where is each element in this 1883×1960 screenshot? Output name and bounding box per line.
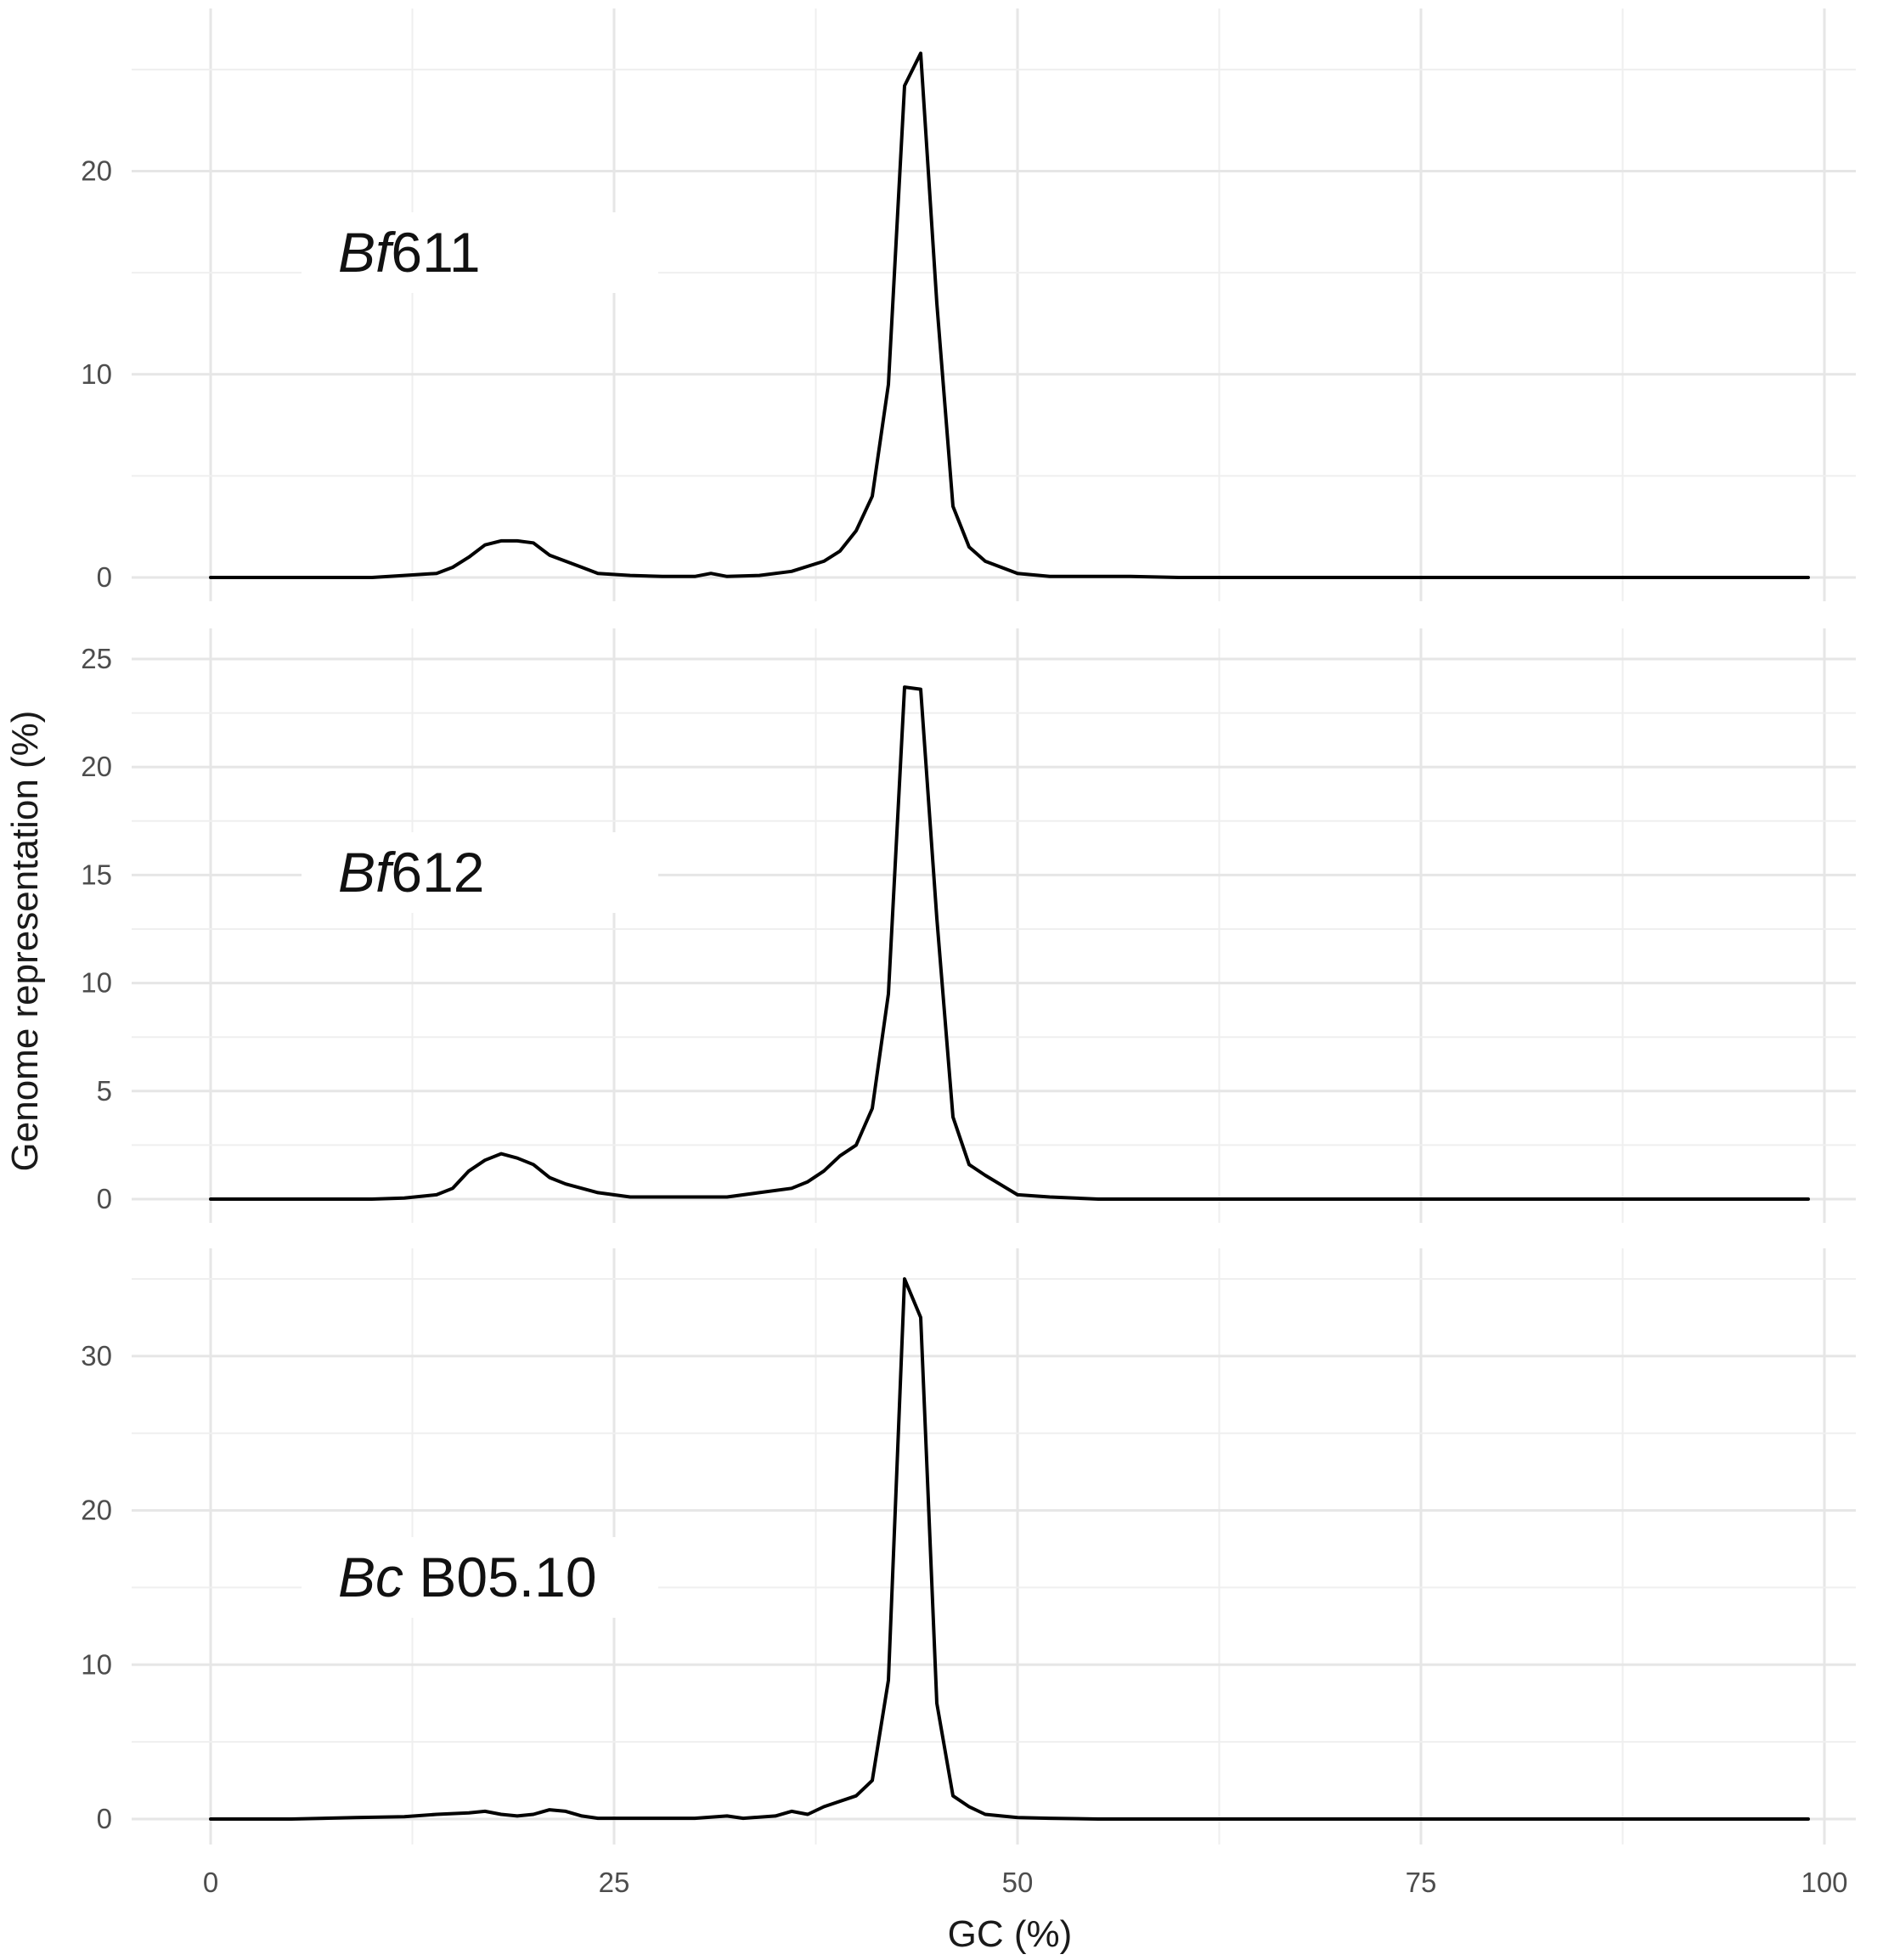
y-tick-label: 0 — [97, 561, 112, 593]
panel-1: 0 10 20 Bf611 — [81, 8, 1856, 601]
x-tick-label: 0 — [203, 1867, 218, 1898]
y-tick-label: 20 — [81, 155, 112, 187]
panel-label-rest: 611 — [391, 221, 480, 284]
y-tick-label: 30 — [81, 1340, 112, 1371]
panel-label-italic: Bc — [338, 1546, 403, 1608]
y-tick-label: 10 — [81, 1648, 112, 1680]
x-axis-title: GC (%) — [948, 1913, 1073, 1955]
gc-density-line — [209, 1277, 1810, 1821]
y-tick-label: 0 — [97, 1803, 112, 1834]
x-tick-label: 50 — [1002, 1867, 1034, 1898]
y-tick-label: 10 — [81, 358, 112, 390]
gc-density-line — [209, 51, 1810, 579]
y-tick-label: 15 — [81, 859, 112, 890]
panel-label-background — [302, 832, 658, 913]
y-tick-label: 5 — [97, 1075, 112, 1107]
panel-label-rest: B05.10 — [403, 1546, 597, 1608]
panel-label: Bf611 — [338, 221, 481, 284]
panel-label-rest: 612 — [391, 841, 484, 904]
panel-3: 0 10 20 30 Bc B05.10 — [81, 1248, 1856, 1845]
panel-label-italic: Bf — [338, 221, 397, 284]
y-tick-label: 20 — [81, 751, 112, 782]
x-tick-label: 75 — [1406, 1867, 1437, 1898]
y-tick-label: 25 — [81, 643, 112, 674]
panel-label-background — [302, 212, 658, 293]
panel-label-italic: Bf — [338, 841, 397, 904]
panel-label-background — [302, 1537, 658, 1618]
y-axis-title: Genome representation (%) — [4, 711, 46, 1172]
x-tick-label: 100 — [1801, 1867, 1847, 1898]
y-tick-label: 20 — [81, 1495, 112, 1526]
panel-2: 0 5 10 15 20 25 Bf612 — [81, 628, 1856, 1223]
panel-label: Bc B05.10 — [338, 1546, 597, 1608]
y-tick-label: 10 — [81, 967, 112, 999]
x-tick-label: 25 — [599, 1867, 630, 1898]
gc-density-line — [209, 685, 1810, 1201]
panel-label: Bf612 — [338, 841, 484, 904]
x-axis: 0 25 50 75 100 — [203, 1867, 1848, 1898]
y-tick-label: 0 — [97, 1183, 112, 1214]
